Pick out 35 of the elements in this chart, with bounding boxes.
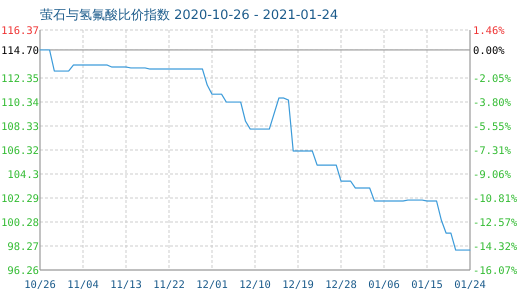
y-tick-label: 104.3	[7, 169, 39, 182]
y2-tick-label: -3.80%	[473, 97, 512, 110]
y-tick-label: 114.70	[1, 44, 39, 57]
y2-tick-label: 1.46%	[473, 25, 506, 37]
x-tick-label: 12/10	[239, 279, 271, 291]
x-tick-label: 12/28	[325, 279, 357, 291]
y-tick-label: 102.29	[1, 193, 39, 206]
x-tick-label: 01/06	[368, 279, 400, 291]
y2-tick-label: -14.32%	[473, 241, 518, 254]
x-tick-label: 11/22	[153, 279, 185, 291]
y-tick-label: 110.34	[1, 96, 39, 109]
chart-title: 萤石与氢氟酸比价指数 2020-10-26 - 2021-01-24	[40, 8, 338, 23]
y-tick-label: 106.32	[1, 144, 39, 157]
y-tick-label: 98.27	[7, 241, 39, 254]
y2-tick-label: -16.07%	[473, 265, 518, 277]
y-tick-label: 108.33	[1, 120, 39, 133]
y-tick-label: 116.37	[1, 25, 39, 37]
y-tick-label: 112.35	[1, 72, 39, 85]
y-tick-label: 100.28	[1, 217, 39, 230]
y2-tick-label: 0.00%	[473, 44, 506, 57]
x-tick-label: 01/24	[454, 279, 486, 291]
y2-tick-label: -2.05%	[473, 73, 512, 86]
y2-tick-label: -7.31%	[473, 145, 512, 158]
x-tick-label: 10/26	[24, 279, 56, 291]
x-tick-label: 01/15	[411, 279, 443, 291]
y2-tick-label: -5.55%	[473, 120, 512, 133]
x-tick-label: 12/19	[282, 279, 314, 291]
y2-tick-label: -12.57%	[473, 217, 518, 230]
x-tick-label: 12/01	[196, 279, 228, 291]
x-tick-label: 11/04	[67, 279, 99, 291]
line-series	[39, 49, 471, 251]
y-tick-label: 96.26	[7, 265, 39, 277]
y2-tick-label: -10.81%	[473, 192, 518, 205]
y2-tick-label: -9.06%	[473, 169, 512, 182]
x-tick-label: 11/13	[110, 279, 142, 291]
